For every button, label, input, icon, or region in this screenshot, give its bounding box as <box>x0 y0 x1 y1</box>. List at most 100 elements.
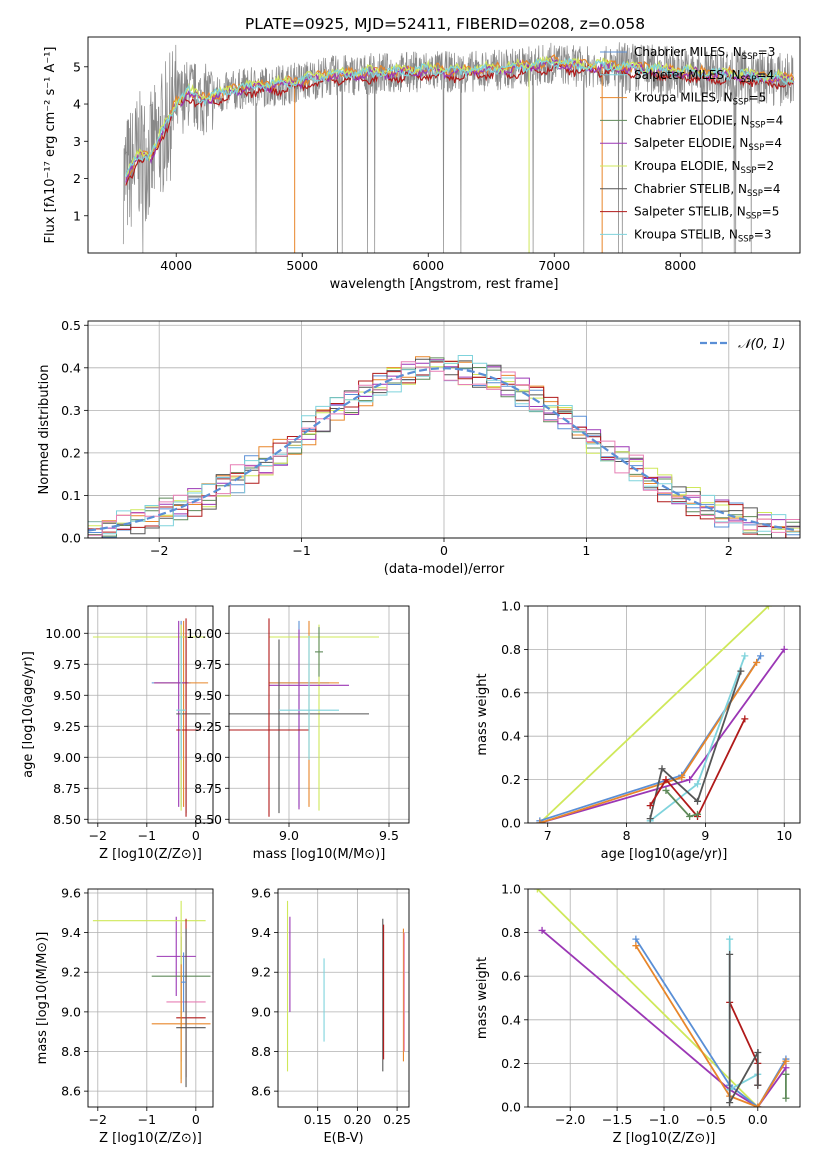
x-tick-label: 5000 <box>286 258 318 273</box>
weight-marker <box>726 950 734 958</box>
legend-entry: Kroupa STELIB, NSSP=3 <box>634 227 772 244</box>
y-tick-label: 0.0 <box>501 816 521 831</box>
y-tick-label: 1.0 <box>501 882 521 897</box>
mass_weight_vs_Z-plot-area <box>533 889 790 1107</box>
figure-title: PLATE=0925, MJD=52411, FIBERID=0208, z=0… <box>245 15 645 33</box>
y-tick-label: 0.0 <box>61 531 81 546</box>
weight-line-salpeter-stelib <box>728 1002 759 1086</box>
x-tick-label: 1 <box>582 543 590 558</box>
x-axis-label: (data-model)/error <box>384 562 505 577</box>
weight-line-chabrier-elodie <box>665 789 698 818</box>
x-tick-label: 0.0 <box>748 1112 768 1127</box>
y-tick-label: 8.6 <box>61 1084 81 1099</box>
weight-marker <box>754 1081 762 1089</box>
weight-marker <box>741 715 749 723</box>
y-axis-label: Flux [fλ10⁻¹⁷ erg cm⁻² s⁻¹ A⁻¹] <box>43 47 58 244</box>
x-tick-label: −2.0 <box>555 1112 585 1127</box>
weight-marker <box>694 797 702 805</box>
x-tick-label: 7 <box>544 828 552 843</box>
x-axis-label: age [log10(age/yr)] <box>601 847 728 862</box>
y-tick-label: 0.8 <box>501 925 521 940</box>
y-tick-label: 9.0 <box>61 1004 81 1019</box>
y-tick-label: 9.2 <box>251 965 271 980</box>
y-tick-label: 8.50 <box>194 812 222 827</box>
legend-entry: Salpeter STELIB, NSSP=5 <box>634 205 779 222</box>
spectrum-plot-area <box>122 42 795 253</box>
y-axis-label: mass weight <box>475 673 490 755</box>
y-tick-label: 0.0 <box>501 1100 521 1115</box>
weight-marker <box>538 926 546 934</box>
y-tick-label: 9.50 <box>194 688 222 703</box>
y-tick-label: 5 <box>73 59 81 74</box>
weight-marker <box>662 776 670 784</box>
x-axis-label: Z [log10(Z/Z⊙)] <box>99 847 202 862</box>
y-tick-label: 8.75 <box>53 781 81 796</box>
mass_vs_Z-panel: −2 −1 0 8.6 8.8 9.0 9.2 9.4 9.6 Z [log10(Z/Z⊙)] ma… <box>35 885 214 1146</box>
weight-marker <box>694 810 702 818</box>
x-tick-label: 0 <box>440 543 448 558</box>
y-tick-label: 0.6 <box>501 685 521 700</box>
legend-entry: Kroupa MILES, NSSP=5 <box>634 91 766 108</box>
x-tick-label: −2 <box>150 543 168 558</box>
x-tick-label: −2 <box>89 1112 107 1127</box>
residuals-panel: −2 −1 0 1 2 0.0 0.1 0.2 0.3 0.4 0.5 (data-model)/er… <box>37 318 801 577</box>
spectrum-legend: Chabrier MILES, NSSP=3 Salpeter MILES, NS… <box>600 45 783 244</box>
mass_vs_Z-plot-area <box>92 900 211 1088</box>
weight-line-kroupa-miles <box>635 945 787 1107</box>
legend-entry: Kroupa ELODIE, NSSP=2 <box>634 159 774 176</box>
weight-line-chabrier-stelib <box>728 954 759 1107</box>
weight-line-chabrier-miles <box>539 655 762 822</box>
y-tick-label: 9.50 <box>53 688 81 703</box>
y-tick-label: 9.00 <box>53 750 81 765</box>
y-tick-label: 8.8 <box>251 1044 271 1059</box>
y-axis-label: mass weight <box>475 957 490 1039</box>
weight-marker <box>632 942 640 950</box>
mass_vs_ebv-plot-area <box>286 900 405 1072</box>
weight-line-salpeter-miles <box>728 939 759 1092</box>
model-line-kroupa-stelib <box>125 57 794 178</box>
legend-entry: Chabrier STELIB, NSSP=4 <box>634 182 781 199</box>
y-tick-label: 1.0 <box>501 599 521 614</box>
age_vs_mass-panel: 9.0 9.5 8.50 8.75 9.00 9.25 9.50 9.75 10.00 mass … <box>186 605 410 862</box>
weight-marker <box>753 658 761 666</box>
age_vs_Z-panel: −2 −1 0 8.50 8.75 9.00 9.25 9.50 9.75 10.00 Z [log… <box>21 605 214 862</box>
weight-marker <box>678 773 686 781</box>
y-tick-label: 0.2 <box>61 445 81 460</box>
x-tick-label: 0 <box>192 1112 200 1127</box>
weight-marker <box>686 776 694 784</box>
y-tick-label: 9.6 <box>251 885 271 900</box>
y-tick-label: 2 <box>73 171 81 186</box>
weight-marker <box>726 935 734 943</box>
y-axis-label: Normed distribution <box>37 365 52 495</box>
y-tick-label: 10.00 <box>45 626 81 641</box>
mass_weight_vs_age-plot-area <box>536 606 788 823</box>
y-tick-label: 9.75 <box>53 657 81 672</box>
weight-marker <box>764 606 772 610</box>
y-tick-label: 9.75 <box>194 657 222 672</box>
axes-frame <box>87 36 801 254</box>
x-tick-label: 2 <box>725 543 733 558</box>
y-tick-label: 9.6 <box>61 885 81 900</box>
weight-line-kroupa-elodie <box>539 606 770 823</box>
y-tick-label: 0.4 <box>501 729 521 744</box>
x-tick-label: 0.25 <box>383 1112 411 1127</box>
x-axis-label: mass [log10(M/M⊙)] <box>253 847 386 862</box>
y-axis-label: age [log10(age/yr)] <box>21 651 36 778</box>
y-tick-label: 10.00 <box>186 626 222 641</box>
x-tick-label: −1 <box>138 828 156 843</box>
y-tick-label: 0.5 <box>61 318 81 333</box>
axes-frame <box>87 888 214 1108</box>
weight-marker <box>662 786 670 794</box>
y-tick-label: 0.1 <box>61 488 81 503</box>
x-tick-label: −0.5 <box>696 1112 726 1127</box>
y-tick-label: 9.25 <box>53 719 81 734</box>
weight-marker <box>782 1070 790 1078</box>
x-tick-label: 6000 <box>412 258 444 273</box>
x-tick-label: −2 <box>89 828 107 843</box>
weight-marker <box>782 1064 790 1072</box>
x-tick-label: −1 <box>292 543 310 558</box>
x-tick-label: 7000 <box>538 258 570 273</box>
y-tick-label: 0.3 <box>61 403 81 418</box>
weight-marker <box>782 1057 790 1065</box>
age_vs_Z-plot-area <box>92 618 211 817</box>
